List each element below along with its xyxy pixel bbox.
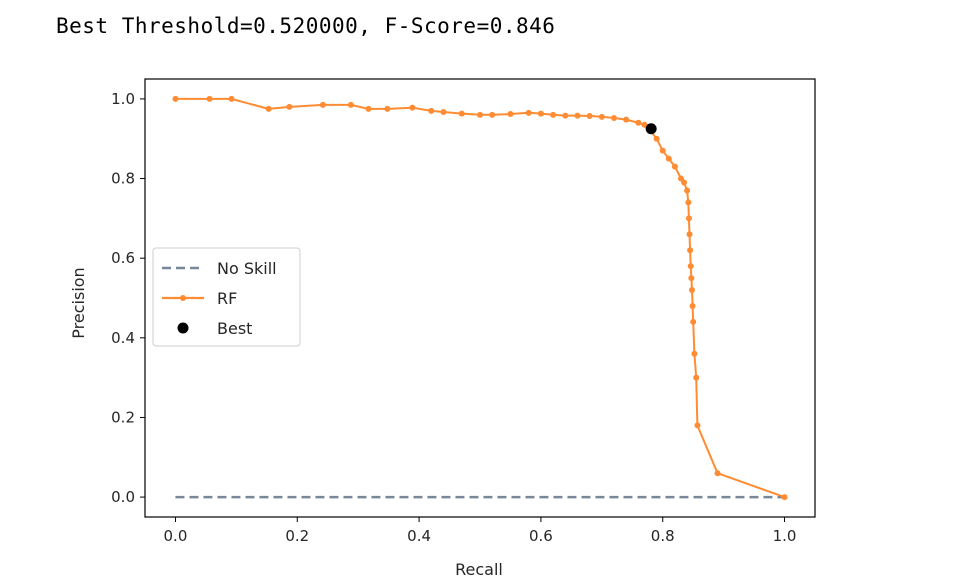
- y-tick-label: 1.0: [111, 90, 135, 108]
- rf-point: [687, 263, 694, 270]
- legend-best-label: Best: [217, 319, 252, 338]
- rf-point: [319, 101, 326, 108]
- x-tick-label: 0.2: [285, 527, 309, 545]
- y-tick-label: 0.0: [111, 488, 135, 506]
- output-text: Best Threshold=0.520000, F-Score=0.846: [56, 14, 556, 38]
- rf-point: [562, 112, 569, 119]
- rf-point: [685, 215, 692, 222]
- rf-point: [550, 111, 557, 118]
- best-point: [645, 123, 657, 135]
- rf-point: [458, 110, 465, 117]
- rf-point: [347, 101, 354, 108]
- rf-point: [693, 374, 700, 381]
- legend-no-skill-label: No Skill: [217, 259, 277, 278]
- rf-point: [574, 112, 581, 119]
- rf-point: [694, 422, 701, 429]
- y-tick-label: 0.4: [111, 329, 135, 347]
- rf-point: [598, 113, 605, 120]
- rf-point: [687, 247, 694, 254]
- x-axis-title: Recall: [455, 560, 503, 579]
- rf-point: [781, 494, 788, 501]
- y-tick-label: 0.6: [111, 249, 135, 267]
- rf-point: [681, 179, 688, 186]
- rf-point: [228, 95, 235, 102]
- rf-point: [623, 116, 630, 123]
- rf-point: [206, 95, 213, 102]
- rf-point: [365, 105, 372, 112]
- rf-point: [265, 105, 272, 112]
- chart-marks: [172, 95, 788, 501]
- x-tick-label: 0.4: [407, 527, 431, 545]
- rf-point: [665, 155, 672, 162]
- rf-point: [586, 113, 593, 120]
- legend-frame: [152, 247, 301, 347]
- rf-point: [659, 147, 666, 154]
- rf-point: [688, 275, 695, 282]
- rf-point: [688, 287, 695, 294]
- rf-point: [641, 121, 648, 128]
- legend: No Skill RF Best: [152, 247, 301, 347]
- x-tick-label: 1.0: [773, 527, 797, 545]
- x-tick-label: 0.6: [529, 527, 553, 545]
- rf-point: [635, 119, 642, 126]
- rf-point: [286, 103, 293, 110]
- y-axis-title: Precision: [69, 267, 88, 338]
- x-tick-label: 0.0: [164, 527, 188, 545]
- rf-point: [172, 95, 179, 102]
- rf-point: [507, 111, 514, 118]
- rf-point: [691, 350, 698, 357]
- legend-best-marker: [177, 322, 189, 334]
- rf-point: [489, 111, 496, 118]
- rf-point: [690, 318, 697, 325]
- rf-point: [685, 199, 692, 206]
- legend-rf-marker: [180, 295, 186, 301]
- y-tick-label: 0.2: [111, 408, 135, 426]
- rf-point: [477, 111, 483, 118]
- rf-point: [653, 135, 660, 142]
- rf-point: [671, 163, 678, 170]
- rf-point: [537, 110, 544, 117]
- rf-point: [525, 109, 532, 116]
- rf-point: [409, 104, 416, 111]
- rf-point: [686, 231, 693, 238]
- x-tick-label: 0.8: [651, 527, 675, 545]
- x-axis-ticks: 0.0 0.2 0.4 0.6 0.8 1.0: [164, 517, 797, 545]
- legend-rf-label: RF: [217, 289, 237, 308]
- rf-point: [440, 109, 447, 116]
- rf-point: [684, 187, 691, 194]
- rf-point: [714, 470, 721, 477]
- rf-point: [384, 105, 391, 112]
- y-axis-ticks: 0.0 0.2 0.4 0.6 0.8 1.0: [111, 90, 145, 506]
- y-tick-label: 0.8: [111, 170, 135, 188]
- rf-point: [689, 302, 696, 309]
- rf-point: [611, 115, 617, 122]
- rf-point: [428, 107, 435, 114]
